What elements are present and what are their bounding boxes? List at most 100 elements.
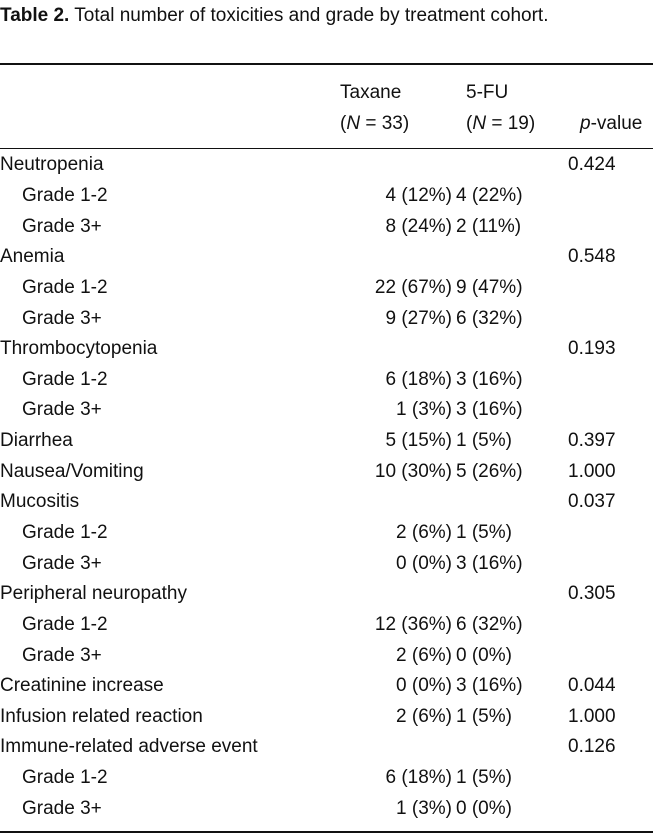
row-label: Anemia — [0, 246, 65, 268]
cell-taxane: 0 (0%) — [396, 675, 452, 697]
row-label: Grade 3+ — [22, 797, 102, 819]
row-label: Grade 1-2 — [22, 767, 108, 789]
cell-5fu: 5 (26%) — [456, 460, 523, 482]
cell-taxane: 2 (6%) — [396, 705, 452, 727]
table-subrow: Grade 3+ 2 (6%) 0 (0%) — [0, 640, 653, 671]
toxicity-table: Neutropenia 0.424 Grade 1-2 4 (12%) 4 (22%) G… — [0, 150, 653, 824]
table-row: Immune-related adverse event 0.126 — [0, 732, 653, 763]
cell-taxane: 9 (27%) — [385, 307, 452, 329]
cell-5fu: 6 (32%) — [456, 613, 523, 635]
table-subrow: Grade 1-2 6 (18%) 3 (16%) — [0, 364, 653, 395]
bottom-rule — [0, 831, 653, 833]
table-subrow: Grade 3+ 8 (24%) 2 (11%) — [0, 211, 653, 242]
cell-taxane — [352, 487, 456, 518]
table-row: Peripheral neuropathy 0.305 — [0, 579, 653, 610]
cell-5fu — [456, 487, 568, 518]
table-subrow: Grade 3+ 1 (3%) 0 (0%) — [0, 793, 653, 824]
row-label: Grade 1-2 — [22, 368, 108, 390]
cell-5fu: 2 (11%) — [456, 215, 522, 237]
table-row: Infusion related reaction 2 (6%) 1 (5%) 1.0… — [0, 702, 653, 733]
cell-pvalue — [568, 548, 653, 579]
row-label: Diarrhea — [0, 430, 73, 452]
cell-5fu: 0 (0%) — [456, 644, 512, 666]
table-subrow: Grade 3+ 9 (27%) 6 (32%) — [0, 303, 653, 334]
cell-taxane: 4 (12%) — [385, 184, 452, 206]
table-subrow: Grade 1-2 12 (36%) 6 (32%) — [0, 610, 653, 641]
column-header-5fu: 5-FU (N = 19) — [466, 77, 535, 139]
fu-n: (N = 19) — [466, 113, 536, 134]
cell-5fu: 3 (16%) — [456, 399, 523, 421]
cell-taxane: 1 (3%) — [396, 399, 452, 421]
cell-5fu: 9 (47%) — [456, 276, 523, 298]
column-header-taxane: Taxane (N = 33) — [340, 77, 409, 139]
table-subrow: Grade 1-2 4 (12%) 4 (22%) — [0, 181, 653, 212]
row-label: Grade 3+ — [22, 399, 102, 421]
row-label: Nausea/Vomiting — [0, 460, 144, 482]
cell-pvalue: 0.548 — [568, 246, 616, 268]
cell-pvalue: 0.305 — [568, 583, 616, 605]
cell-taxane: 0 (0%) — [396, 552, 452, 574]
table-row: Mucositis 0.037 — [0, 487, 653, 518]
cell-taxane — [352, 732, 456, 763]
table-subrow: Grade 3+ 1 (3%) 3 (16%) — [0, 395, 653, 426]
table-subrow: Grade 1-2 22 (67%) 9 (47%) — [0, 273, 653, 304]
cell-pvalue — [568, 273, 653, 304]
cell-pvalue: 1.000 — [568, 705, 616, 727]
row-label: Grade 1-2 — [22, 613, 108, 635]
table-row: Nausea/Vomiting 10 (30%) 5 (26%) 1.000 — [0, 456, 653, 487]
cell-taxane: 22 (67%) — [374, 276, 452, 298]
caption-label: Table 2. — [0, 5, 70, 26]
table-subrow: Grade 3+ 0 (0%) 3 (16%) — [0, 548, 653, 579]
cell-5fu: 1 (5%) — [456, 430, 512, 452]
table-row: Creatinine increase 0 (0%) 3 (16%) 0.044 — [0, 671, 653, 702]
cell-taxane: 6 (18%) — [385, 767, 452, 789]
cell-5fu: 6 (32%) — [456, 307, 523, 329]
cell-taxane: 1 (3%) — [396, 797, 452, 819]
column-header-pvalue: p-value — [580, 113, 643, 134]
row-label: Grade 3+ — [22, 644, 102, 666]
cell-5fu — [456, 579, 568, 610]
row-label: Thrombocytopenia — [0, 338, 158, 360]
row-label: Grade 3+ — [22, 552, 102, 574]
taxane-name: Taxane — [340, 82, 402, 103]
cell-5fu: 1 (5%) — [456, 522, 512, 543]
cell-pvalue: 0.037 — [568, 491, 616, 513]
row-label: Immune-related adverse event — [0, 736, 258, 758]
cell-pvalue — [568, 181, 653, 212]
cell-5fu — [456, 242, 568, 273]
table-row: Thrombocytopenia 0.193 — [0, 334, 653, 365]
cell-5fu: 1 (5%) — [456, 705, 512, 727]
cell-taxane — [352, 242, 456, 273]
cell-pvalue — [568, 610, 653, 641]
row-label: Neutropenia — [0, 154, 104, 176]
cell-5fu: 1 (5%) — [456, 767, 512, 789]
cell-taxane: 8 (24%) — [385, 215, 452, 237]
cell-pvalue — [568, 395, 653, 426]
cell-5fu: 3 (16%) — [456, 675, 523, 697]
row-label: Creatinine increase — [0, 675, 164, 697]
cell-pvalue — [568, 303, 653, 334]
row-label: Grade 3+ — [22, 215, 102, 237]
cell-5fu: 3 (16%) — [456, 552, 523, 574]
table-row: Anemia 0.548 — [0, 242, 653, 273]
row-label: Infusion related reaction — [0, 705, 203, 727]
table-caption: Table 2. Total number of toxicities and … — [0, 0, 640, 31]
cell-pvalue: 0.193 — [568, 338, 616, 360]
row-label: Grade 1-2 — [22, 184, 108, 206]
table-subrow: Grade 1-2 6 (18%) 1 (5%) — [0, 763, 653, 794]
cell-pvalue: 0.044 — [568, 675, 616, 697]
row-label: Peripheral neuropathy — [0, 583, 187, 605]
table-row: Neutropenia 0.424 — [0, 150, 653, 181]
cell-taxane: 5 (15%) — [385, 430, 452, 452]
cell-5fu: 4 (22%) — [456, 184, 523, 206]
cell-pvalue — [568, 793, 653, 824]
top-rule — [0, 63, 653, 65]
cell-5fu — [456, 334, 568, 365]
cell-pvalue — [568, 640, 653, 671]
row-label: Mucositis — [0, 491, 80, 513]
table-subrow: Grade 1-2 2 (6%) 1 (5%) — [0, 518, 653, 549]
cell-taxane — [352, 334, 456, 365]
header-rule — [0, 148, 653, 149]
row-label: Grade 3+ — [22, 307, 102, 329]
cell-taxane: 2 (6%) — [396, 644, 452, 666]
